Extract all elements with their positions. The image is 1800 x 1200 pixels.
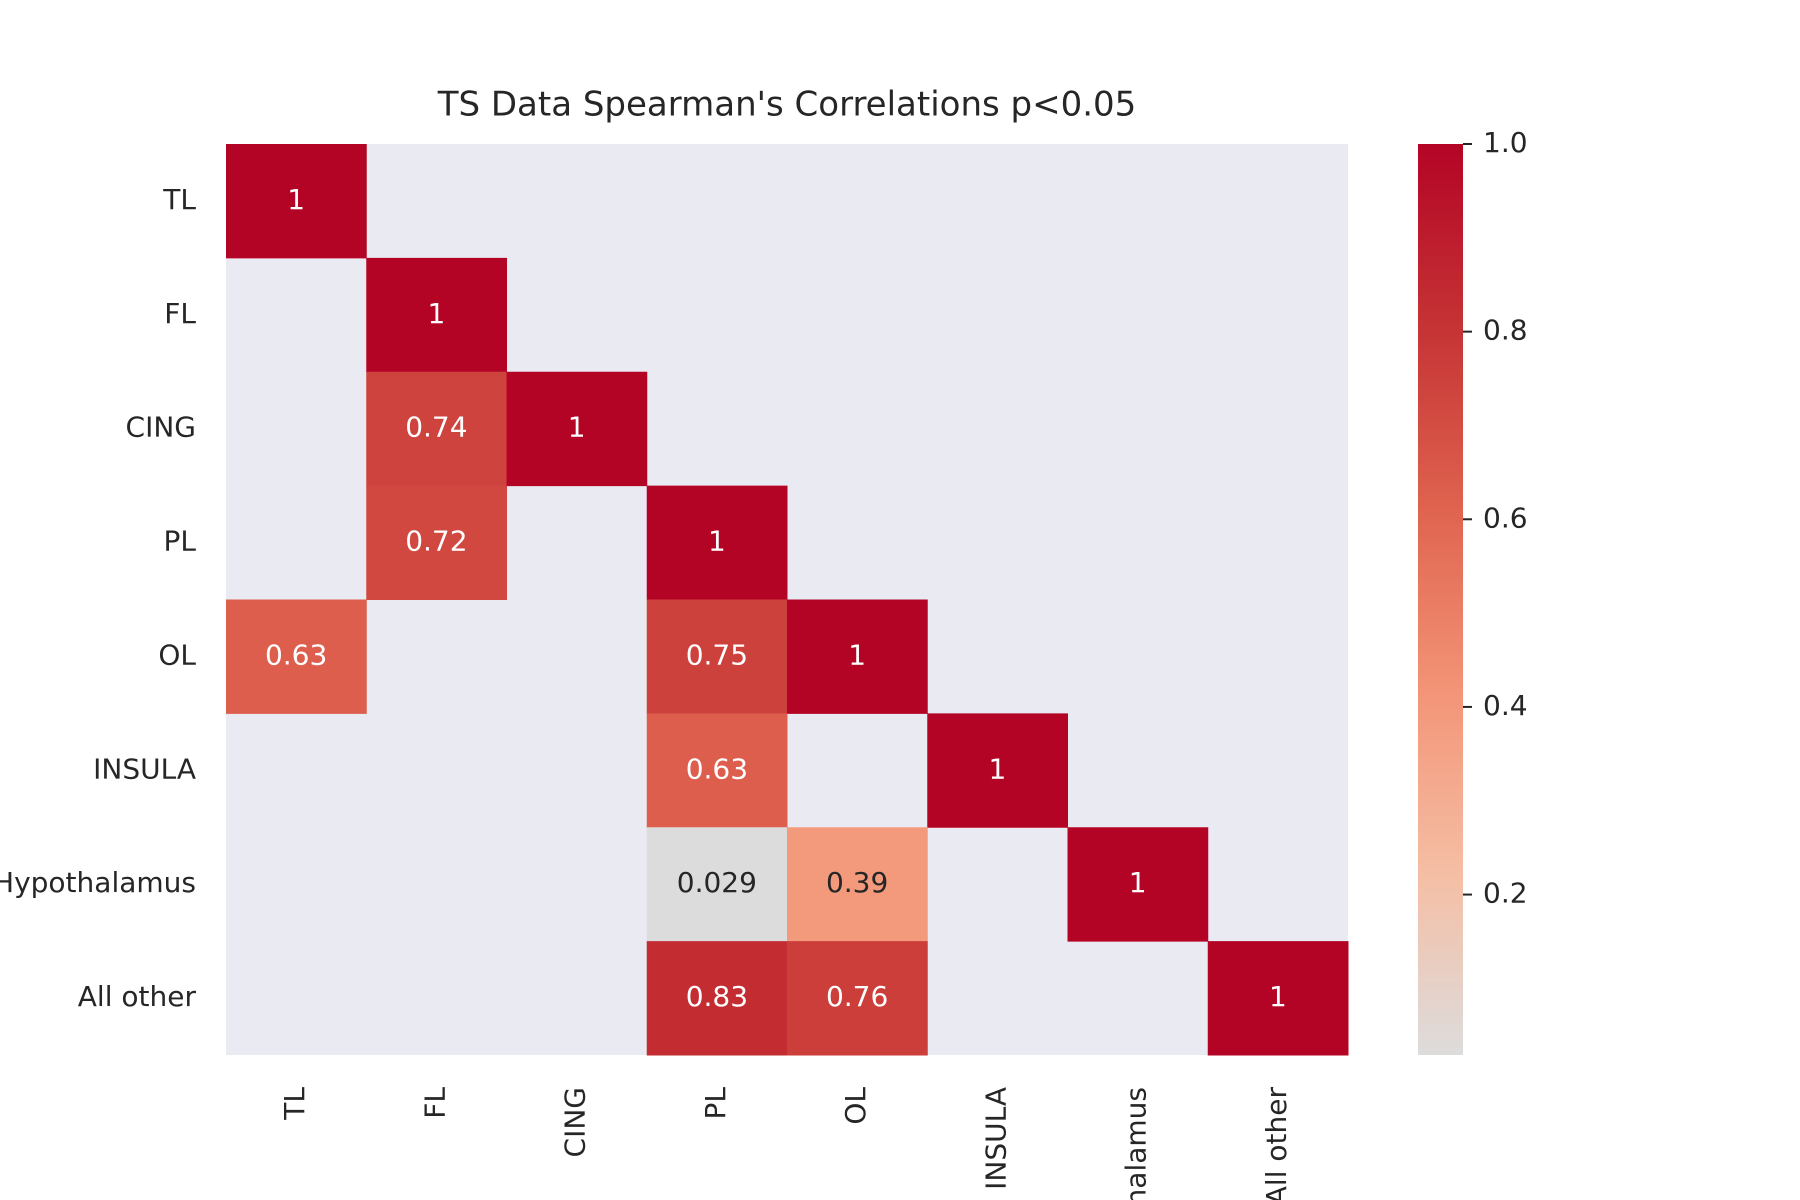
- cell-label: 0.029: [677, 866, 757, 899]
- y-tick-label: All other: [78, 980, 197, 1013]
- cell-label: 1: [1129, 866, 1147, 899]
- cell-label: 1: [708, 525, 726, 558]
- cell-label: 0.76: [826, 980, 888, 1013]
- cell-label: 0.83: [686, 980, 748, 1013]
- heatmap-cell: [226, 599, 367, 714]
- y-tick-label: INSULA: [93, 752, 196, 785]
- heatmap-cell: [646, 713, 788, 828]
- x-tick-label: Hypothalamus: [1120, 1087, 1153, 1200]
- colorbar-tick-label: 0.4: [1483, 689, 1528, 722]
- heatmap-cell: [787, 599, 928, 714]
- heatmap-cell: [366, 371, 507, 487]
- heatmap-cell: [1067, 827, 1209, 942]
- y-tick-label: PL: [164, 525, 197, 558]
- cell-label: 0.72: [405, 525, 467, 558]
- heatmap-cell: [787, 827, 928, 942]
- y-tick-label: CING: [126, 411, 196, 444]
- y-tick-label: Hypothalamus: [0, 866, 196, 899]
- heatmap-cell: [646, 599, 788, 714]
- heatmap-cell: [366, 485, 507, 600]
- heatmap-cell: [1207, 941, 1349, 1056]
- cell-label: 0.63: [686, 752, 748, 785]
- cell-label: 1: [568, 411, 586, 444]
- y-tick-label: TL: [162, 183, 196, 216]
- x-tick-label: CING: [559, 1087, 592, 1157]
- heatmap-cell: [366, 257, 507, 373]
- cell-label: 0.75: [686, 638, 748, 671]
- heatmap-cell: [506, 371, 648, 487]
- y-tick-label: OL: [158, 638, 196, 671]
- x-tick-label: INSULA: [979, 1087, 1012, 1190]
- colorbar-tick-label: 0.8: [1483, 314, 1528, 347]
- heatmap-cell: [646, 827, 788, 942]
- heatmap-cell: [927, 713, 1068, 828]
- cell-label: 1: [1269, 980, 1287, 1013]
- x-tick-label: FL: [418, 1087, 451, 1119]
- colorbar-tick-label: 1.0: [1483, 126, 1528, 159]
- cell-label: 1: [427, 297, 445, 330]
- colorbar: [1418, 144, 1463, 1055]
- x-tick-label: TL: [278, 1087, 311, 1121]
- cell-label: 0.74: [405, 411, 467, 444]
- x-tick-label: All other: [1260, 1087, 1293, 1200]
- x-tick-label: PL: [699, 1087, 732, 1120]
- heatmap-cell: [787, 941, 928, 1056]
- colorbar-tick-label: 0.2: [1483, 877, 1528, 910]
- cell-label: 1: [988, 752, 1006, 785]
- cell-label: 1: [848, 638, 866, 671]
- y-tick-label: FL: [164, 297, 196, 330]
- cell-label: 1: [287, 183, 305, 216]
- chart-title: TS Data Spearman's Correlations p<0.05: [437, 85, 1137, 125]
- cell-label: 0.63: [265, 638, 327, 671]
- x-tick-label: OL: [839, 1087, 872, 1125]
- cell-label: 0.39: [826, 866, 888, 899]
- heatmap-cell: [226, 144, 367, 259]
- colorbar-tick-label: 0.6: [1483, 501, 1528, 534]
- heatmap-cell: [646, 485, 788, 600]
- heatmap-cell: [646, 941, 788, 1056]
